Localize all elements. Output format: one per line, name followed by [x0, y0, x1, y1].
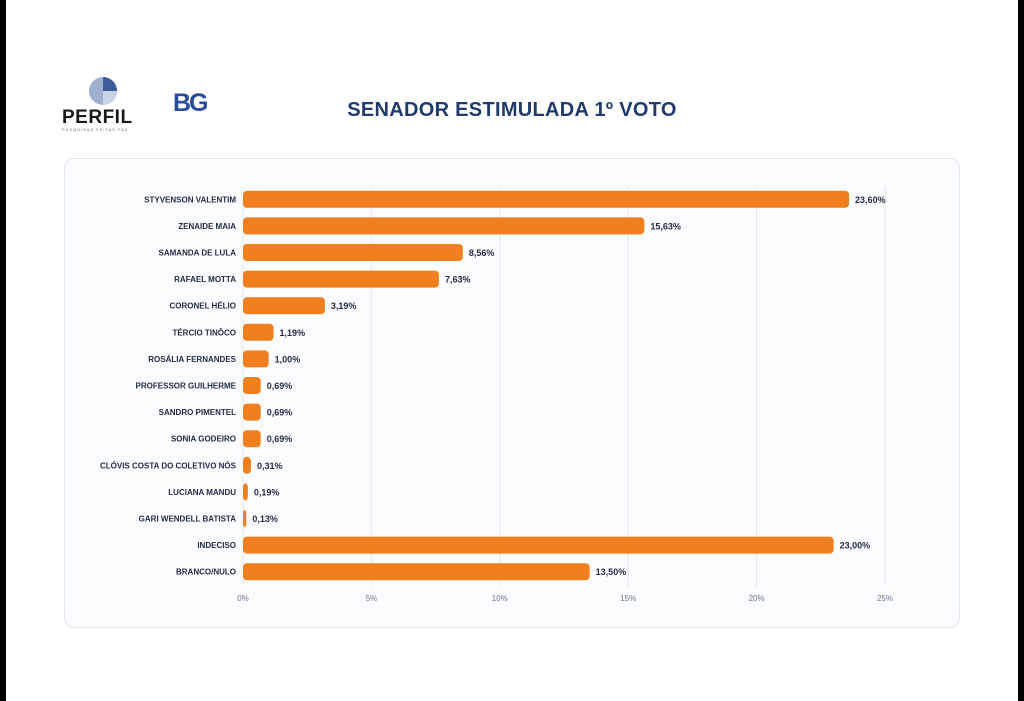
bar	[243, 244, 463, 261]
category-label: TÉRCIO TINÔCO	[172, 328, 236, 337]
category-label: RAFAEL MOTTA	[174, 275, 236, 284]
x-tick-label: 25%	[877, 594, 893, 603]
value-label: 0,13%	[252, 514, 278, 524]
category-label: SAMANDA DE LULA	[159, 249, 237, 258]
bar	[243, 297, 325, 315]
x-tick-label: 5%	[366, 594, 378, 603]
bar	[243, 323, 274, 341]
category-label: CLÓVIS COSTA DO COLETIVO NÓS	[100, 461, 237, 470]
value-label: 0,19%	[254, 487, 280, 497]
category-label: CORONEL HÉLIO	[169, 302, 236, 311]
value-label: 3,19%	[331, 301, 357, 311]
bg-logo: BG	[173, 89, 209, 116]
bar	[243, 563, 590, 581]
x-tick-label: 15%	[620, 594, 636, 603]
value-label: 15,63%	[650, 221, 681, 231]
category-label: PROFESSOR GUILHERME	[136, 382, 237, 391]
bar	[243, 456, 251, 474]
bar	[243, 377, 261, 394]
category-label: GARI WENDELL BATISTA	[139, 515, 237, 524]
category-label: INDECISO	[197, 541, 236, 550]
bar	[243, 510, 247, 527]
bar	[243, 217, 645, 235]
value-label: 0,69%	[267, 434, 293, 444]
bar	[243, 190, 850, 208]
x-tick-label: 0%	[237, 594, 249, 603]
value-label: 0,31%	[257, 461, 283, 471]
value-label: 1,00%	[275, 354, 301, 364]
perfil-logo: PERFIL PESQUISAS FEITAS FAZ	[60, 76, 150, 132]
bar	[243, 536, 834, 554]
bar	[243, 483, 248, 501]
category-label: ROSÁLIA FERNANDES	[148, 355, 236, 364]
value-label: 0,69%	[267, 408, 293, 418]
category-label: SANDRO PIMENTEL	[159, 408, 236, 417]
x-tick-label: 10%	[492, 594, 508, 603]
bar	[243, 430, 261, 448]
value-label: 13,50%	[596, 567, 627, 577]
category-label: ZENAIDE MAIA	[178, 222, 236, 231]
category-label: BRANCO/NULO	[176, 568, 236, 577]
bar	[243, 403, 261, 421]
value-label: 8,56%	[469, 248, 495, 258]
page-title: SENADOR ESTIMULADA 1º VOTO	[347, 99, 677, 121]
value-label: 23,00%	[840, 541, 871, 551]
pie-logo-icon	[89, 77, 117, 105]
category-label: SONIA GODEIRO	[171, 435, 236, 444]
value-label: 23,60%	[855, 195, 886, 205]
perfil-logo-word: PERFIL	[62, 107, 133, 128]
value-label: 0,69%	[267, 381, 293, 391]
category-label: STYVENSON VALENTIM	[144, 195, 236, 204]
perfil-logo-tagline: PESQUISAS FEITAS FAZ	[62, 127, 129, 132]
value-label: 1,19%	[280, 328, 306, 338]
bar	[243, 350, 269, 368]
category-label: LUCIANA MANDU	[168, 488, 236, 497]
value-label: 7,63%	[445, 275, 471, 285]
bg-logo-text: BG	[173, 89, 207, 116]
x-tick-label: 20%	[749, 594, 765, 603]
bar	[243, 270, 439, 288]
